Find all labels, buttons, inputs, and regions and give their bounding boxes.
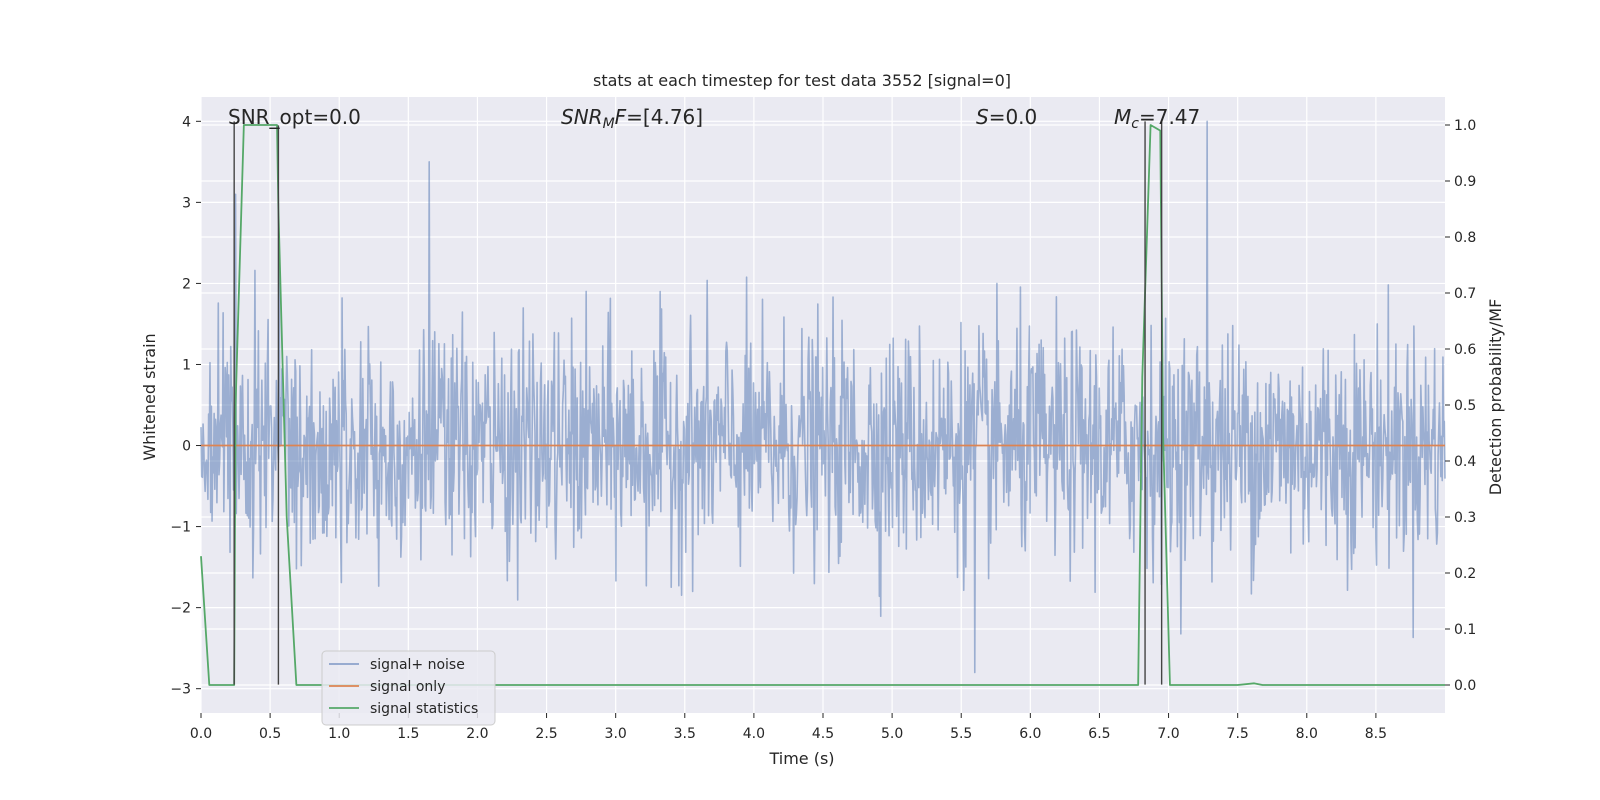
- x-tick-label: 5.0: [881, 726, 903, 742]
- y-tick-label: 0: [182, 439, 191, 455]
- y-tick-label: 2: [182, 276, 191, 292]
- legend-label-signal-noise: signal+ noise: [370, 657, 465, 673]
- y-right-tick-label: 0.1: [1454, 622, 1476, 638]
- x-tick-label: 1.0: [328, 726, 350, 742]
- legend: signal+ noise signal only signal statist…: [321, 650, 496, 726]
- y-right-tick-label: 0.7: [1454, 286, 1476, 302]
- y-tick-label: 1: [182, 357, 191, 373]
- legend-label-signal-statistics: signal statistics: [370, 701, 478, 717]
- y-tick-label: −3: [170, 682, 191, 698]
- y-axis-right-label: Detection probability/MF: [1486, 299, 1505, 496]
- y-right-tick-label: 0.5: [1454, 398, 1476, 414]
- x-tick-label: 1.5: [397, 726, 419, 742]
- x-tick-label: 4.0: [743, 726, 765, 742]
- y-right-tick-label: 0.8: [1454, 230, 1476, 246]
- x-tick-label: 6.5: [1088, 726, 1110, 742]
- y-axis-right-ticks: 0.0 0.1 0.2 0.3 0.4 0.5 0.6 0.7 0.8 0.9 1.0: [1445, 118, 1476, 694]
- y-right-tick-label: 1.0: [1454, 118, 1476, 134]
- x-tick-label: 8.0: [1296, 726, 1318, 742]
- y-tick-label: 3: [182, 195, 191, 211]
- x-tick-label: 7.5: [1227, 726, 1249, 742]
- x-tick-label: 0.5: [259, 726, 281, 742]
- annotation-snr-mf: SNRMF=[4.76]: [561, 105, 703, 132]
- legend-box: [321, 650, 496, 726]
- x-tick-label: 6.0: [1019, 726, 1041, 742]
- y-axis-ticks: −3 −2 −1 0 1 2 3 4: [170, 114, 201, 698]
- marker-lines: [233, 121, 1163, 685]
- annotations: SNR_opt=0.0 SNRMF=[4.76] S=0.0 Mc=7.47: [228, 105, 1200, 132]
- y-tick-label: −2: [170, 601, 191, 617]
- x-tick-label: 7.0: [1157, 726, 1179, 742]
- series-line-signal-noise: [200, 120, 1446, 674]
- y-axis-label: Whitened strain: [140, 333, 159, 460]
- x-tick-label: 8.5: [1365, 726, 1387, 742]
- annotation-snr-opt: SNR_opt=0.0: [228, 105, 361, 129]
- x-tick-label: 3.0: [605, 726, 627, 742]
- annotation-s: S=0.0: [976, 105, 1037, 129]
- chart-title: stats at each timestep for test data 355…: [593, 71, 1011, 90]
- annotation-mc: Mc=7.47: [1114, 105, 1200, 132]
- legend-label-signal-only: signal only: [370, 679, 445, 695]
- x-tick-label: 3.5: [674, 726, 696, 742]
- x-axis-label: Time (s): [768, 749, 834, 768]
- x-tick-label: 5.5: [950, 726, 972, 742]
- x-tick-label: 0.0: [190, 726, 212, 742]
- x-tick-label: 2.5: [535, 726, 557, 742]
- y-right-tick-label: 0.6: [1454, 342, 1476, 358]
- y-right-tick-label: 0.0: [1454, 678, 1476, 694]
- y-tick-label: 4: [182, 114, 191, 130]
- y-right-tick-label: 0.2: [1454, 566, 1476, 582]
- x-tick-label: 2.0: [466, 726, 488, 742]
- y-tick-label: −1: [170, 520, 191, 536]
- series-line-signal-statistics: [200, 124, 1445, 686]
- x-axis-ticks: 0.0 0.5 1.0 1.5 2.0 2.5 3.0 3.5 4.0 4.5 5.0 5.5 6.0 6…: [190, 713, 1387, 742]
- series-layer: [200, 120, 1446, 686]
- y-right-tick-label: 0.3: [1454, 510, 1476, 526]
- x-tick-label: 4.5: [812, 726, 834, 742]
- y-right-tick-label: 0.9: [1454, 174, 1476, 190]
- y-right-tick-label: 0.4: [1454, 454, 1476, 470]
